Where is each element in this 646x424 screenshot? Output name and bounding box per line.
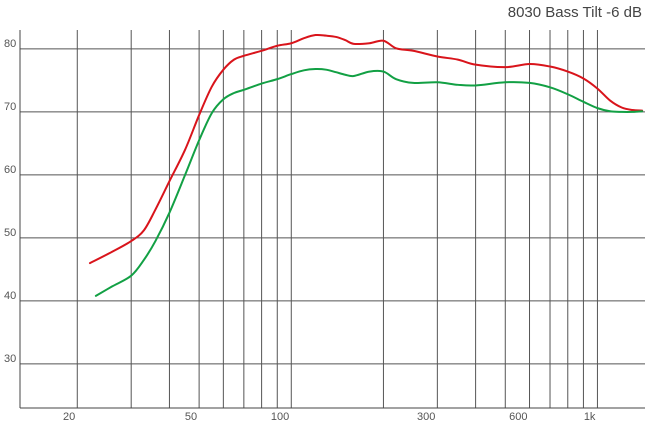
x-tick-label: 300 [417, 411, 435, 423]
y-tick-label: 80 [4, 38, 16, 50]
y-tick-label: 40 [4, 290, 16, 302]
x-tick-label: 1k [584, 411, 596, 423]
x-tick-label: 20 [63, 411, 75, 423]
y-tick-label: 30 [4, 353, 16, 365]
x-tick-label: 600 [509, 411, 527, 423]
series-lines [88, 33, 644, 297]
chart-title: 8030 Bass Tilt -6 dB [507, 4, 642, 21]
series-line-1 [88, 33, 644, 265]
y-tick-label: 50 [4, 227, 16, 239]
tick-labels: 20 50 100 300 600 1k 30 40 50 60 70 80 [4, 38, 596, 423]
y-tick-label: 60 [4, 164, 16, 176]
x-tick-label: 100 [271, 411, 289, 423]
plot-frame [19, 30, 645, 409]
x-tick-label: 50 [185, 411, 197, 423]
grid-lines [20, 30, 645, 408]
y-tick-label: 70 [4, 101, 16, 113]
series-line-2 [94, 68, 644, 297]
